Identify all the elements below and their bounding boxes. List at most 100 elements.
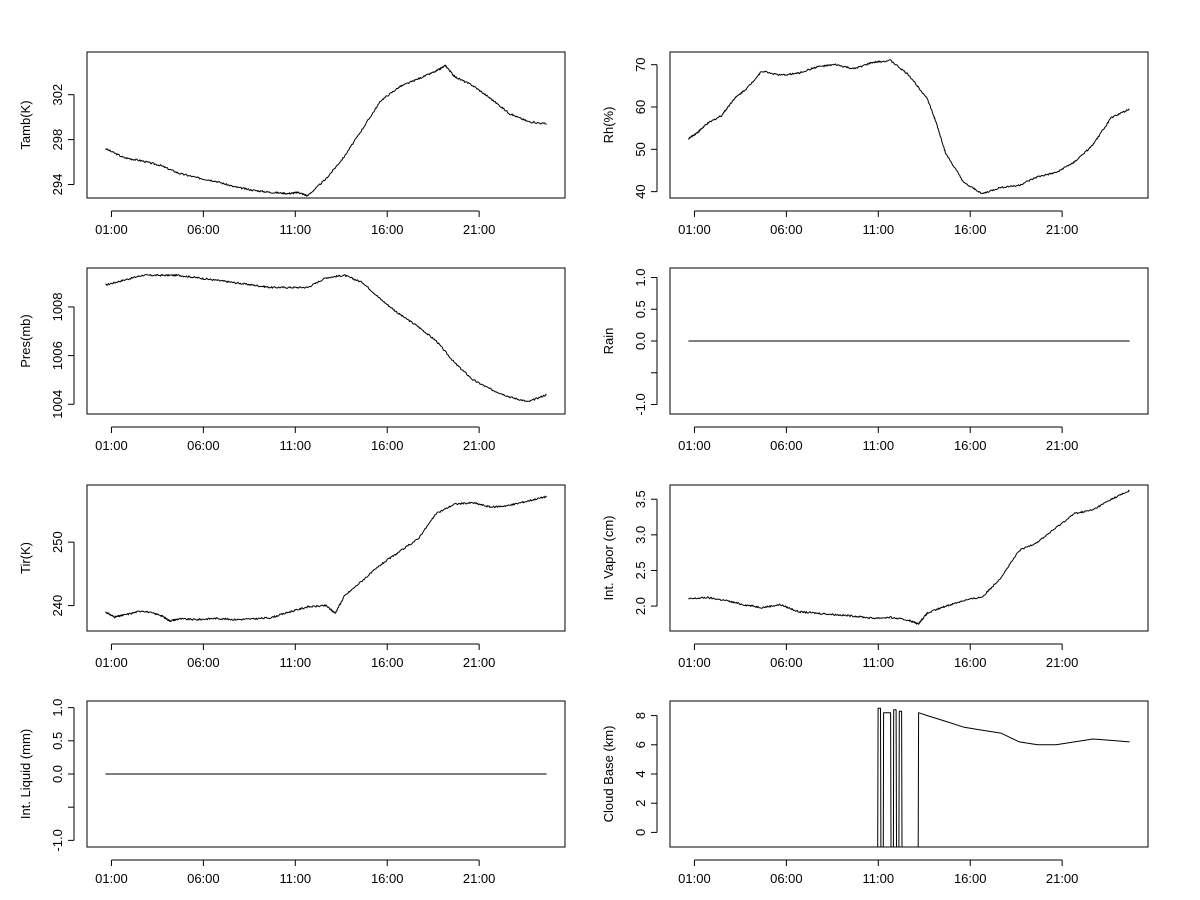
- y-axis-title: Rh(%): [601, 107, 616, 144]
- panel-int-vapor-cm: 01:00 06:00 11:00 16:00 21:00 2.0 2.5 3.0 3.5 Int…: [601, 484, 1149, 670]
- x-tick-label: 11:00: [280, 222, 312, 237]
- x-tick-label: 11:00: [863, 871, 895, 886]
- y-tick-label: 0.0: [50, 765, 65, 783]
- y-tick-label: 2.5: [633, 561, 648, 579]
- x-tick-label: 21:00: [1046, 222, 1079, 237]
- y-tick-label: 3.0: [633, 526, 648, 544]
- plot-frame: [669, 51, 1149, 199]
- x-tick-label: 01:00: [95, 222, 128, 237]
- x-tick-label: 21:00: [463, 655, 496, 670]
- plot-frame: [669, 484, 1149, 632]
- y-tick-label: 240: [50, 595, 65, 617]
- y-tick-label: 8: [633, 712, 648, 719]
- series-line-pres-mb: [105, 273, 547, 402]
- x-tick-label: 21:00: [463, 871, 496, 886]
- x-tick-label: 01:00: [678, 438, 711, 453]
- x-tick-label: 16:00: [371, 438, 404, 453]
- plot-frame: [669, 700, 1149, 848]
- x-tick-label: 06:00: [770, 222, 803, 237]
- y-tick-label: 0: [633, 829, 648, 836]
- x-tick-label: 06:00: [770, 438, 803, 453]
- y-tick-label: 0.0: [633, 332, 648, 350]
- panel-int-liquid-mm: 01:00 06:00 11:00 16:00 21:00 -1.0 0.0 0.5 1.0 In…: [18, 699, 566, 886]
- x-tick-label: 16:00: [954, 871, 987, 886]
- x-tick-label: 06:00: [187, 871, 220, 886]
- y-tick-label: 250: [50, 531, 65, 553]
- x-tick-label: 16:00: [371, 871, 404, 886]
- x-tick-label: 21:00: [463, 222, 496, 237]
- y-tick-label: 4: [633, 770, 648, 777]
- x-tick-label: 11:00: [280, 655, 312, 670]
- x-tick-label: 11:00: [863, 655, 895, 670]
- y-tick-label: 1.0: [50, 699, 65, 717]
- plot-frame: [86, 700, 566, 848]
- series-line-rh: [687, 59, 1130, 195]
- x-tick-label: 01:00: [678, 871, 711, 886]
- x-tick-label: 16:00: [954, 655, 987, 670]
- x-tick-label: 01:00: [95, 871, 128, 886]
- x-tick-label: 16:00: [954, 222, 987, 237]
- x-tick-label: 16:00: [954, 438, 987, 453]
- x-tick-label: 21:00: [463, 438, 496, 453]
- x-tick-label: 06:00: [187, 655, 220, 670]
- plot-frame: [86, 51, 566, 199]
- y-tick-label: 1.0: [633, 268, 648, 286]
- x-tick-label: 06:00: [187, 438, 220, 453]
- panel-rh: 01:00 06:00 11:00 16:00 21:00 40 50 60 70 Rh(%): [601, 51, 1149, 237]
- y-tick-label: 1004: [50, 390, 65, 419]
- y-axis-title: Tir(K): [18, 542, 33, 574]
- y-tick-label: 298: [50, 129, 65, 151]
- x-tick-label: 16:00: [371, 655, 404, 670]
- y-tick-label: 2.0: [633, 597, 648, 615]
- series-line-int-vapor-cm: [688, 489, 1130, 625]
- y-axis-title: Int. Vapor (cm): [601, 515, 616, 600]
- x-tick-label: 21:00: [1046, 655, 1079, 670]
- y-tick-label: 0.5: [50, 732, 65, 750]
- plot-frame: [86, 267, 566, 415]
- y-tick-label: 2: [633, 800, 648, 807]
- x-tick-label: 11:00: [280, 871, 312, 886]
- x-tick-label: 06:00: [187, 222, 220, 237]
- x-tick-label: 11:00: [863, 438, 895, 453]
- panel-cloud-base-km: 01:00 06:00 11:00 16:00 21:00 0 2 4 6 8 Cloud Base…: [601, 700, 1149, 886]
- x-tick-label: 11:00: [863, 222, 895, 237]
- x-tick-label: 06:00: [770, 655, 803, 670]
- series-line-tamb-k: [105, 64, 547, 197]
- series-line-tir-k: [105, 495, 547, 623]
- y-axis-title: Rain: [601, 328, 616, 355]
- y-tick-label: 40: [633, 184, 648, 198]
- plot-frame: [86, 484, 566, 632]
- x-tick-label: 01:00: [95, 438, 128, 453]
- series-line-cloud-base-km: [688, 707, 1130, 848]
- x-tick-label: 21:00: [1046, 438, 1079, 453]
- x-tick-label: 01:00: [678, 655, 711, 670]
- y-tick-label: -1.0: [633, 393, 648, 415]
- x-tick-label: 01:00: [678, 222, 711, 237]
- plot-frame: [669, 267, 1149, 415]
- panel-rain: 01:00 06:00 11:00 16:00 21:00 -1.0 0.0 0.5 1.0 Ra…: [601, 267, 1149, 453]
- x-tick-label: 11:00: [280, 438, 312, 453]
- y-tick-label: 50: [633, 142, 648, 156]
- y-tick-label: 1006: [50, 341, 65, 370]
- y-tick-label: 0.5: [633, 300, 648, 318]
- x-tick-label: 21:00: [1046, 871, 1079, 886]
- y-tick-label: -1.0: [50, 829, 65, 851]
- y-tick-label: 70: [633, 57, 648, 71]
- x-tick-label: 01:00: [95, 655, 128, 670]
- y-axis-title: Tamb(K): [18, 100, 33, 149]
- y-axis-title: Int. Liquid (mm): [18, 729, 33, 819]
- panel-tamb-k: 01:00 06:00 11:00 16:00 21:00 294 298 302 Tamb(K…: [18, 51, 566, 237]
- x-tick-label: 16:00: [371, 222, 404, 237]
- y-tick-label: 302: [50, 84, 65, 106]
- y-axis-title: Pres(mb): [18, 314, 33, 367]
- y-tick-label: 1008: [50, 292, 65, 321]
- y-tick-label: 3.5: [633, 490, 648, 508]
- y-tick-label: 6: [633, 741, 648, 748]
- y-tick-label: 294: [50, 174, 65, 196]
- y-axis-title: Cloud Base (km): [601, 726, 616, 823]
- y-tick-label: 60: [633, 100, 648, 114]
- x-tick-label: 06:00: [770, 871, 803, 886]
- panel-pres-mb: 01:00 06:00 11:00 16:00 21:00 1004 1006 1008 Pre…: [18, 267, 566, 453]
- panel-tir-k: 01:00 06:00 11:00 16:00 21:00 240 250 Tir(K): [18, 484, 566, 670]
